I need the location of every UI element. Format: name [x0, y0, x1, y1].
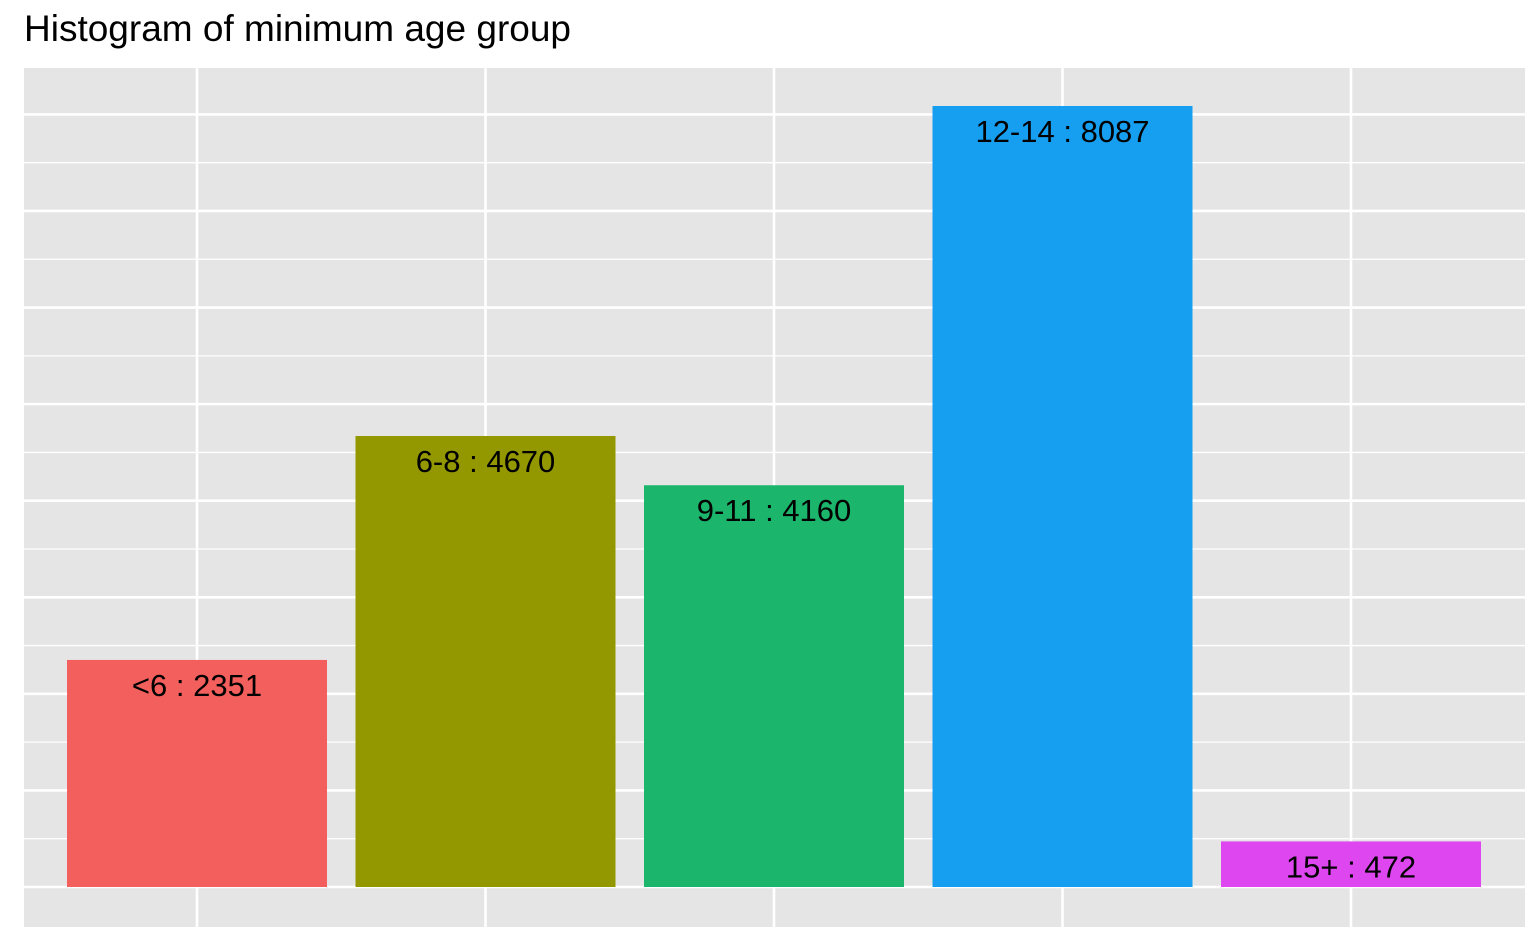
bar-label-3: 9-11 : 4160: [697, 493, 852, 528]
bar-5: [1221, 841, 1481, 887]
bar-labels: <6 : 2351 6-8 : 4670 9-11 : 4160 12-14 : 80…: [132, 114, 1416, 884]
bar-2: [355, 435, 616, 887]
bar-4: [932, 106, 1193, 887]
bars: [67, 106, 1481, 887]
chart-title: Histogram of minimum age group: [24, 8, 571, 49]
bar-3: [644, 485, 904, 887]
bar-label-1: <6 : 2351: [132, 668, 262, 703]
bar-label-5: 15+ : 472: [1286, 849, 1416, 884]
bar-1: [67, 659, 327, 887]
bar-label-4: 12-14 : 8087: [975, 114, 1149, 149]
bar-label-2: 6-8 : 4670: [416, 444, 556, 479]
